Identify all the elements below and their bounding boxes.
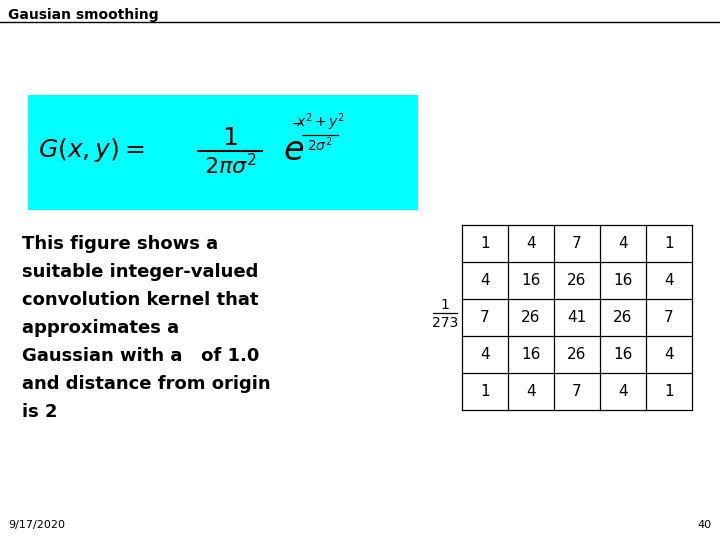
Text: and distance from origin: and distance from origin <box>22 375 271 393</box>
Text: approximates a: approximates a <box>22 319 179 337</box>
Text: 273: 273 <box>432 316 458 330</box>
Text: convolution kernel that: convolution kernel that <box>22 291 258 309</box>
Text: 4: 4 <box>664 273 674 288</box>
Text: $1$: $1$ <box>222 127 238 150</box>
Text: 4: 4 <box>480 347 490 362</box>
Text: is 2: is 2 <box>22 403 58 421</box>
Text: 16: 16 <box>613 273 633 288</box>
Text: 7: 7 <box>572 384 582 399</box>
Text: 4: 4 <box>480 273 490 288</box>
Text: 7: 7 <box>664 310 674 325</box>
Text: 41: 41 <box>567 310 587 325</box>
Text: Gausian smoothing: Gausian smoothing <box>8 8 158 22</box>
Text: 26: 26 <box>567 273 587 288</box>
Text: 4: 4 <box>664 347 674 362</box>
Text: 16: 16 <box>521 347 541 362</box>
Text: 4: 4 <box>526 236 536 251</box>
Text: 16: 16 <box>521 273 541 288</box>
Text: 7: 7 <box>572 236 582 251</box>
Text: 1: 1 <box>664 384 674 399</box>
Text: 1: 1 <box>664 236 674 251</box>
Bar <box>28 95 418 210</box>
Text: $e$: $e$ <box>283 134 304 166</box>
Text: 1: 1 <box>441 298 449 312</box>
Text: 7: 7 <box>480 310 490 325</box>
Text: 4: 4 <box>618 384 628 399</box>
Text: suitable integer-valued: suitable integer-valued <box>22 263 258 281</box>
Text: 1: 1 <box>480 384 490 399</box>
Text: This figure shows a: This figure shows a <box>22 235 218 253</box>
Text: 4: 4 <box>618 236 628 251</box>
Text: 40: 40 <box>698 520 712 530</box>
Text: $G(x, y) =$: $G(x, y) =$ <box>38 137 145 165</box>
Text: Gaussian with a   of 1.0: Gaussian with a of 1.0 <box>22 347 259 365</box>
Text: 16: 16 <box>613 347 633 362</box>
Text: $2\pi\sigma^2$: $2\pi\sigma^2$ <box>204 154 256 179</box>
Text: 1: 1 <box>480 236 490 251</box>
Text: $-$: $-$ <box>291 116 303 130</box>
Text: $2\sigma^2$: $2\sigma^2$ <box>307 135 333 154</box>
Text: 4: 4 <box>526 384 536 399</box>
Text: 26: 26 <box>521 310 541 325</box>
Text: 9/17/2020: 9/17/2020 <box>8 520 65 530</box>
Text: $x^2+y^2$: $x^2+y^2$ <box>295 112 344 133</box>
Text: 26: 26 <box>567 347 587 362</box>
Text: 26: 26 <box>613 310 633 325</box>
